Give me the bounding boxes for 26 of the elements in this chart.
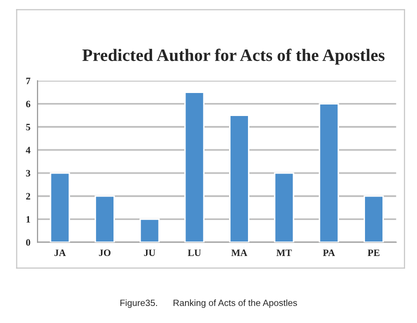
y-tick-label: 1 bbox=[26, 216, 30, 223]
y-tick-label: 6 bbox=[26, 100, 30, 108]
bar bbox=[139, 218, 160, 242]
bar bbox=[229, 114, 250, 242]
y-tick-label: 2 bbox=[26, 193, 30, 200]
bar bbox=[184, 92, 205, 242]
x-tick-label: MA bbox=[231, 250, 248, 256]
y-tick-label: 0 bbox=[26, 239, 30, 246]
y-tick-label: 3 bbox=[26, 170, 30, 177]
x-tick-label: JO bbox=[98, 250, 111, 256]
y-tick-label: 5 bbox=[26, 124, 30, 130]
x-tick-label: PA bbox=[322, 250, 335, 256]
x-tick-label: PE bbox=[368, 250, 380, 256]
x-tick-label: LU bbox=[188, 250, 201, 256]
chart-title: Predicted Author for Acts of the Apostles bbox=[82, 48, 385, 65]
bar bbox=[318, 103, 340, 242]
x-tick-label: JU bbox=[144, 250, 156, 256]
y-tick-label: 7 bbox=[26, 78, 30, 84]
bar bbox=[274, 172, 294, 242]
y-tick-label: 4 bbox=[26, 146, 30, 154]
x-tick-label: JA bbox=[54, 250, 66, 256]
x-tick-label: MT bbox=[276, 250, 292, 256]
bar bbox=[50, 172, 70, 242]
caption: Figure35. Ranking of Acts of the Apostles bbox=[120, 299, 298, 308]
bar bbox=[364, 195, 384, 242]
bar bbox=[94, 195, 115, 242]
